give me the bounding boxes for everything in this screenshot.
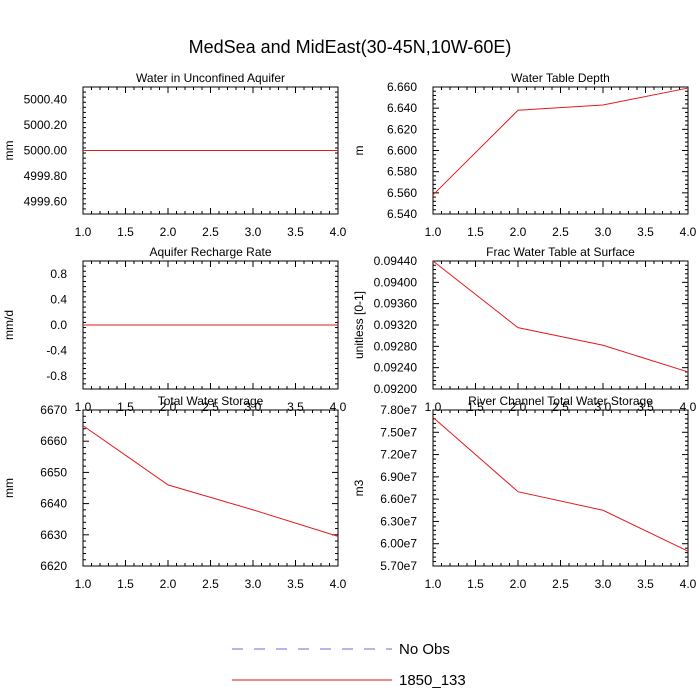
y-tick-label: 0.09440 [374, 254, 418, 268]
x-tick-label: 2.0 [160, 577, 177, 591]
y-tick-label: 0.09280 [374, 339, 418, 353]
y-tick-label: 6.620 [387, 122, 417, 136]
x-tick-label: 2.5 [202, 577, 219, 591]
plot-frame [432, 86, 689, 215]
panels-group: Water in Unconfined Aquifer mm 1.0 1.5 2.0 2.… [2, 71, 697, 591]
x-tick-label: 2.0 [160, 225, 177, 239]
legend-label-1850-133: 1850_133 [399, 672, 466, 689]
x-tick-label: 4.0 [330, 577, 347, 591]
x-tick-label: 1.5 [467, 577, 484, 591]
plot-frame [432, 260, 689, 390]
plot-title: Aquifer Recharge Rate [149, 245, 271, 259]
series-line-1850-133 [432, 417, 689, 552]
y-tick-label: 6.580 [387, 165, 417, 179]
x-tick-label: 1.5 [467, 225, 484, 239]
y-tick-label: 6670 [40, 403, 67, 417]
y-tick-label: 5000.20 [24, 118, 68, 132]
y-axis-label: m3 [352, 479, 366, 496]
x-tick-label: 1.0 [425, 577, 442, 591]
y-tick-label: 7.20e7 [380, 448, 417, 462]
legend-label-no-obs: No Obs [399, 641, 450, 658]
x-tick-label: 2.5 [552, 225, 569, 239]
panel-6: River Channel Total Water Storage m3 1.0 1.… [352, 394, 697, 591]
y-tick-label: 0.0 [50, 318, 67, 332]
y-axis-label: mm/d [2, 310, 16, 340]
plot-title: Frac Water Table at Surface [486, 245, 635, 259]
y-tick-label: 5000.40 [24, 93, 68, 107]
legend: No Obs 1850_133 [232, 641, 466, 689]
x-tick-label: 3.0 [245, 577, 262, 591]
y-tick-label: -0.8 [46, 369, 67, 383]
x-tick-label: 3.5 [637, 225, 654, 239]
figure-title: MedSea and MidEast(30-45N,10W-60E) [189, 37, 512, 57]
x-tick-label: 1.5 [117, 577, 134, 591]
y-tick-label: 6.90e7 [380, 470, 417, 484]
y-tick-label: 0.09240 [374, 361, 418, 375]
plot-title: Total Water Storage [158, 394, 264, 408]
x-tick-label: 2.0 [510, 225, 527, 239]
y-tick-label: -0.4 [46, 344, 67, 358]
y-tick-label: 0.8 [50, 267, 67, 281]
y-tick-label: 6.600 [387, 144, 417, 158]
y-tick-label: 6.30e7 [380, 514, 417, 528]
y-tick-label: 6640 [40, 497, 67, 511]
plot-frame [432, 409, 689, 567]
x-tick-label: 1.5 [117, 225, 134, 239]
y-tick-label: 0.09360 [374, 297, 418, 311]
plot-title: Water Table Depth [511, 71, 610, 85]
panel-2: Water Table Depth m 1.0 1.5 2.0 2.5 3.0 3.5 4.0 6… [352, 71, 697, 239]
y-tick-label: 6.60e7 [380, 492, 417, 506]
y-tick-label: 6.660 [387, 80, 417, 94]
x-tick-label: 1.0 [75, 225, 92, 239]
panel-1: Water in Unconfined Aquifer mm 1.0 1.5 2.0 2.… [2, 71, 347, 239]
y-tick-label: 6630 [40, 528, 67, 542]
x-tick-label: 2.5 [202, 225, 219, 239]
x-tick-label: 2.0 [510, 577, 527, 591]
y-tick-label: 5.70e7 [380, 559, 417, 573]
y-tick-label: 6.560 [387, 186, 417, 200]
x-tick-label: 3.0 [595, 577, 612, 591]
y-tick-label: 0.09320 [374, 318, 418, 332]
series-line-1850-133 [82, 425, 339, 537]
series-line-1850-133 [432, 260, 689, 373]
y-tick-label: 4999.60 [24, 194, 68, 208]
y-tick-label: 7.50e7 [380, 425, 417, 439]
x-tick-label: 3.0 [595, 225, 612, 239]
x-tick-label: 3.5 [637, 577, 654, 591]
x-tick-label: 1.0 [75, 577, 92, 591]
x-tick-label: 3.5 [287, 225, 304, 239]
panel-4: Frac Water Table at Surface unitless [0-1… [352, 245, 697, 414]
x-tick-label: 4.0 [330, 225, 347, 239]
y-tick-label: 6650 [40, 465, 67, 479]
y-axis-label: mm [2, 478, 16, 498]
x-tick-label: 3.0 [245, 225, 262, 239]
plot-frame [82, 409, 339, 567]
y-tick-label: 4999.80 [24, 169, 68, 183]
panel-5: Total Water Storage mm 1.0 1.5 2.0 2.5 3.0 3.5 4… [2, 394, 347, 591]
y-axis-label: m [352, 146, 366, 156]
series-line-1850-133 [432, 87, 689, 196]
y-tick-label: 6660 [40, 434, 67, 448]
y-tick-label: 6.640 [387, 101, 417, 115]
x-tick-label: 1.0 [425, 225, 442, 239]
y-tick-label: 6620 [40, 559, 67, 573]
y-tick-label: 6.00e7 [380, 537, 417, 551]
y-tick-label: 7.80e7 [380, 403, 417, 417]
plot-title: River Channel Total Water Storage [468, 394, 653, 408]
x-tick-label: 3.5 [287, 577, 304, 591]
x-tick-label: 4.0 [680, 577, 697, 591]
plot-title: Water in Unconfined Aquifer [136, 71, 285, 85]
y-axis-label: unitless [0-1] [352, 291, 366, 359]
y-axis-label: mm [2, 141, 16, 161]
y-tick-label: 6.540 [387, 207, 417, 221]
x-tick-label: 4.0 [680, 225, 697, 239]
y-tick-label: 0.4 [50, 292, 67, 306]
y-tick-label: 0.09200 [374, 382, 418, 396]
x-tick-label: 2.5 [552, 577, 569, 591]
y-tick-label: 5000.00 [24, 144, 68, 158]
y-tick-label: 0.09400 [374, 275, 418, 289]
